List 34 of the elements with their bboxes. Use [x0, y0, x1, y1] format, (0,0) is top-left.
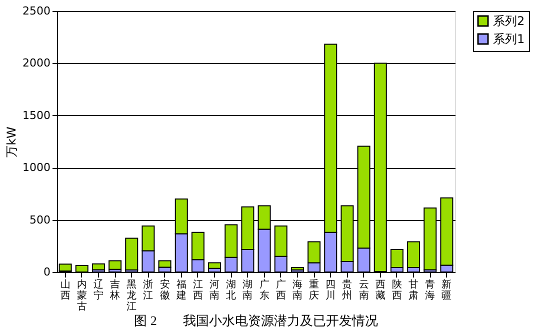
- x-tick-label: 陕西: [392, 278, 402, 302]
- x-tick-label: 甘肃: [408, 278, 419, 302]
- x-tick-label: 新疆: [442, 278, 452, 302]
- x-tick-label: 黑龙江: [126, 280, 137, 312]
- x-tick-label: 湖南: [242, 278, 253, 302]
- y-tick-label: 0: [44, 266, 50, 278]
- x-tick-label: 重庆: [309, 278, 320, 302]
- x-tick-label: 福建: [175, 278, 186, 302]
- y-tick-label: 1000: [22, 161, 50, 174]
- text: 图 2 我国小水电资源潜力及已开发情况: [134, 313, 378, 328]
- y-tick-label: 2500: [22, 4, 50, 18]
- x-tick-label: 云南: [358, 280, 369, 302]
- x-tick-label: 安徽: [160, 278, 170, 302]
- x-tick-label: 浙江: [143, 278, 154, 302]
- x-tick-label: 辽宁: [93, 278, 104, 302]
- y-tick-label: 500: [30, 213, 50, 226]
- x-tick-label: 山西: [60, 278, 70, 302]
- y-tick-label: 2000: [22, 56, 50, 70]
- y-axis-title: 万kW: [4, 126, 19, 158]
- x-tick-label: 四川: [326, 280, 336, 302]
- legend-label: 系列1: [493, 32, 525, 46]
- x-tick-label: 河南: [210, 278, 220, 302]
- x-tick-label: 湖北: [226, 278, 236, 302]
- x-tick-label: 内蒙古: [76, 278, 87, 312]
- x-tick-label: 贵州: [342, 278, 352, 302]
- x-tick-label: 江西: [192, 278, 203, 302]
- legend-label: 系列2: [493, 14, 525, 28]
- x-tick-label: 青海: [425, 278, 436, 302]
- x-tick-label: 西藏: [375, 280, 386, 302]
- x-tick-label: 吉林: [109, 278, 120, 302]
- x-tick-label: 广东: [259, 278, 270, 302]
- y-tick-label: 1500: [22, 108, 50, 122]
- x-tick-label: 广西: [276, 278, 286, 302]
- x-tick-label: 海南: [292, 278, 302, 302]
